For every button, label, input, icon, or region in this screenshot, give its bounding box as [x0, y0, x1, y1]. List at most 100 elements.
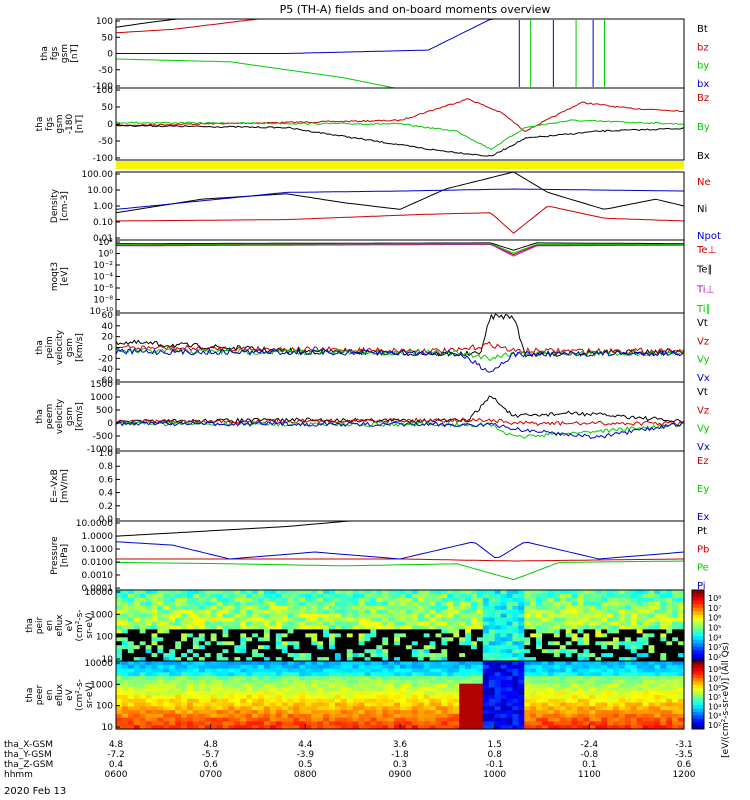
spectrogram-cell	[317, 691, 324, 696]
spectrogram-cell	[666, 645, 673, 650]
spectrogram-cell	[601, 649, 608, 654]
spectrogram-cell	[571, 621, 579, 627]
spectrogram-cell	[329, 698, 336, 704]
spectrogram-cell	[157, 617, 164, 623]
x-row-label: tha_Y-GSM	[4, 750, 52, 760]
spectrogram-cell	[151, 721, 158, 726]
spectrogram-cell	[311, 721, 318, 726]
spectrogram-cell	[192, 721, 200, 726]
spectrogram-cell	[583, 625, 590, 630]
spectrogram-cell	[246, 664, 253, 670]
spectrogram-cell	[376, 657, 383, 662]
spectrogram-cell	[577, 661, 584, 666]
spectrogram-cell	[583, 601, 590, 607]
spectrogram-cell	[547, 687, 555, 692]
spectrogram-cell	[317, 679, 324, 685]
spectrogram-cell	[524, 668, 531, 673]
spectrogram-cell	[275, 590, 283, 595]
spectrogram-cell	[565, 687, 573, 692]
spectrogram-cell	[648, 691, 655, 696]
spectrogram-cell	[157, 695, 164, 700]
spectrogram-cell	[648, 683, 655, 689]
spectrogram-cell	[465, 702, 472, 707]
spectrogram-cell	[246, 609, 253, 615]
spectrogram-cell	[175, 653, 182, 658]
spectrogram-cell	[459, 691, 466, 696]
spectrogram-cell	[500, 653, 508, 658]
spectrogram-cell	[453, 725, 460, 730]
spectrogram-cell	[547, 633, 555, 638]
spectrogram-cell	[553, 687, 561, 692]
spectrogram-cell	[340, 695, 348, 700]
spectrogram-cell	[269, 649, 277, 654]
spectrogram-cell	[346, 710, 354, 715]
spectrogram-cell	[376, 625, 383, 630]
spectrogram-cell	[405, 683, 413, 689]
spectrogram-cell	[216, 706, 224, 711]
spectrogram-cell	[145, 695, 153, 700]
spectrogram-cell	[281, 625, 289, 630]
colorbar-step	[692, 629, 704, 633]
spectrogram-cell	[175, 629, 182, 634]
spectrogram-cell	[518, 597, 525, 603]
spectrogram-cell	[542, 613, 549, 619]
spectrogram-cell	[334, 625, 342, 630]
spectrogram-cell	[346, 657, 354, 662]
spectrogram-cell	[559, 649, 567, 654]
spectrogram-cell	[577, 702, 584, 707]
spectrogram-cell	[145, 683, 153, 689]
spectrogram-cell	[630, 593, 638, 599]
spectrogram-cell	[275, 597, 283, 603]
spectrogram-cell	[459, 649, 466, 654]
spectrogram-cell	[198, 713, 206, 719]
spectrogram-cell	[471, 633, 478, 638]
spectrogram-cell	[311, 621, 318, 627]
spectrogram-cell	[459, 702, 466, 707]
spectrogram-cell	[429, 617, 437, 623]
spectrogram-cell	[340, 661, 348, 666]
spectrogram-cell	[565, 668, 573, 673]
spectrogram-cell	[281, 629, 289, 634]
spectrogram-cell	[417, 613, 425, 619]
spectrogram-cell	[672, 661, 679, 666]
spectrogram-cell	[228, 629, 235, 634]
spectrogram-cell	[376, 725, 383, 730]
spectrogram-cell	[210, 698, 218, 704]
spectrogram-cell	[441, 590, 448, 595]
spectrogram-cell	[382, 633, 389, 638]
spectrogram-cell	[542, 687, 549, 692]
spectrogram-cell	[482, 695, 490, 700]
spectrogram-cell	[163, 691, 170, 696]
spectrogram-cell	[672, 717, 679, 723]
spectrogram-cell	[524, 725, 531, 730]
spectrogram-cell	[672, 672, 679, 677]
spectrogram-cell	[607, 601, 614, 607]
spectrogram-cell	[400, 691, 407, 696]
spectrogram-cell	[589, 691, 596, 696]
spectrogram-cell	[311, 683, 318, 689]
spectrogram-cell	[311, 625, 318, 630]
spectrogram-cell	[583, 590, 590, 595]
spectrogram-cell	[613, 698, 620, 704]
spectrogram-cell	[465, 717, 472, 723]
spectrogram-cell	[240, 679, 247, 685]
spectrogram-cell	[181, 629, 188, 634]
spectrogram-cell	[583, 698, 590, 704]
spectrogram-cell	[672, 613, 679, 619]
spectrogram-cell	[400, 713, 407, 719]
spectrogram-cell	[352, 702, 360, 707]
spectrogram-cell	[240, 597, 247, 603]
spectrogram-cell	[666, 593, 673, 599]
spectrogram-cell	[181, 661, 188, 666]
spectrogram-cell	[299, 629, 306, 634]
spectrogram-cell	[317, 664, 324, 670]
spectrogram-cell	[334, 613, 342, 619]
spectrogram-cell	[222, 617, 229, 623]
spectrogram-cell	[672, 676, 679, 681]
spectrogram-cell	[589, 590, 596, 595]
spectrogram-cell	[340, 676, 348, 681]
spectrogram-cell	[287, 676, 295, 681]
spectrogram-cell	[666, 621, 673, 627]
